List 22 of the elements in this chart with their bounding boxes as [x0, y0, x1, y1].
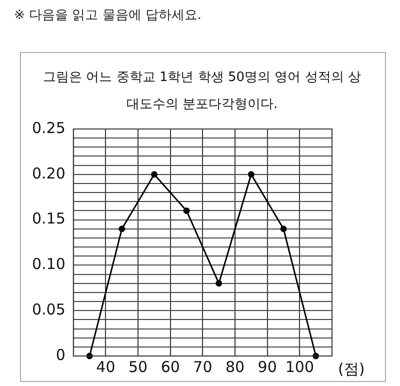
x-axis-title: (점)	[338, 360, 365, 378]
y-tick-label: 0.25	[32, 118, 66, 137]
x-tick-label: 60	[160, 358, 180, 376]
x-tick-label: 50	[128, 358, 148, 376]
point	[183, 207, 190, 214]
text: ※ 다음을 읽고 물음에 답하세요.	[14, 7, 202, 24]
chart-title: 그림은 어느 중학교 1학년 학생 50명의 영어 성적의 상대도수의 분포다각형이다.	[42, 69, 362, 114]
x-tick-label: 80	[225, 358, 245, 376]
y-tick-label: 0.20	[32, 164, 66, 182]
x-tick-label: 100	[285, 358, 314, 376]
x-tick-label: 90	[258, 358, 277, 376]
point	[280, 226, 287, 232]
x-tick-label: 70	[193, 358, 212, 376]
point	[118, 226, 126, 232]
y-tick-label: 0.05	[32, 300, 66, 318]
y-tick-label: 0.10	[32, 255, 66, 274]
point	[150, 171, 158, 178]
point	[216, 280, 222, 287]
point	[248, 171, 254, 178]
x-tick-label: 40	[96, 358, 116, 376]
y-tick-label: 0	[56, 346, 66, 364]
y-tick-label: 0.15	[32, 210, 66, 228]
